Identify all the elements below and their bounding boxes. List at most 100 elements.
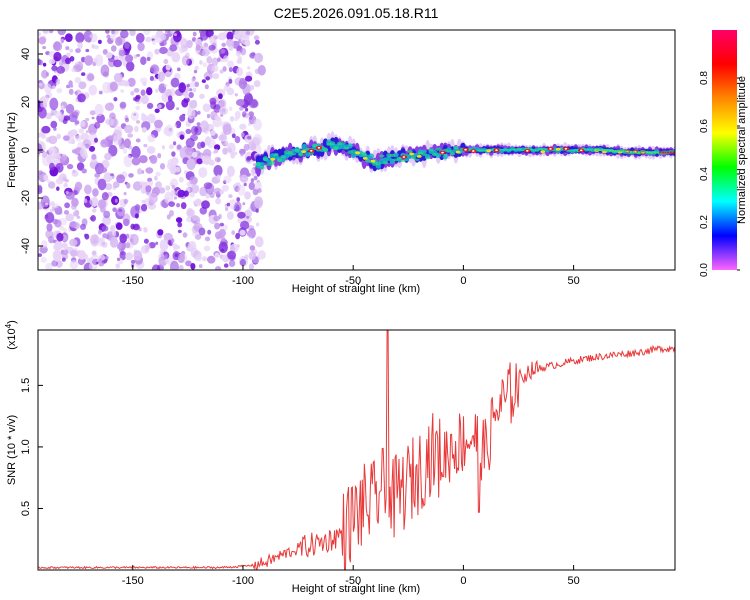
noise-blob: [139, 180, 144, 186]
noise-blob: [133, 88, 140, 93]
ridge-layer-blob: [421, 152, 427, 156]
noise-blob: [43, 174, 49, 181]
noise-blob: [237, 184, 246, 196]
noise-blob: [215, 266, 222, 270]
ridge-band-cell: [645, 151, 649, 154]
ridge-layer-blob: [343, 146, 350, 150]
noise-blob: [123, 138, 131, 149]
noise-blob: [180, 202, 187, 210]
noise-blob: [62, 176, 67, 181]
ridge-layer-blob: [389, 153, 396, 157]
noise-blob: [65, 46, 70, 51]
noise-blob: [177, 222, 183, 228]
noise-blob: [118, 208, 123, 213]
noise-blob: [71, 67, 76, 73]
noise-blob: [225, 39, 234, 47]
noise-blob: [214, 148, 219, 154]
noise-blob: [254, 39, 260, 45]
noise-blob: [247, 141, 257, 151]
noise-blob: [97, 178, 107, 191]
noise-blob: [80, 144, 86, 150]
noise-blob: [186, 207, 194, 218]
noise-blob: [147, 134, 156, 143]
noise-blob: [178, 45, 186, 54]
ridge-peak-spot: [416, 155, 422, 158]
noise-blob: [218, 134, 228, 142]
noise-blob: [98, 237, 105, 243]
noise-blob: [164, 84, 168, 88]
noise-blob: [45, 212, 55, 224]
noise-blob: [56, 186, 60, 191]
noise-blob: [143, 143, 148, 148]
noise-blob: [125, 117, 129, 123]
noise-blob: [106, 34, 111, 39]
noise-blob: [113, 181, 120, 189]
noise-blob: [75, 48, 81, 53]
noise-blob: [188, 82, 196, 88]
noise-blob: [154, 175, 158, 181]
noise-blob: [223, 55, 229, 63]
noise-blob: [212, 73, 220, 80]
noise-blob: [185, 137, 195, 148]
noise-blob: [198, 227, 206, 236]
noise-blob: [141, 199, 146, 204]
ridge-layer-blob: [537, 147, 544, 151]
noise-blob: [53, 127, 57, 131]
ridge-band-cell: [614, 150, 617, 152]
ridge-layer-blob: [276, 158, 283, 163]
noise-blob: [110, 173, 114, 177]
noise-blob: [60, 38, 65, 44]
noise-blob: [74, 120, 80, 125]
noise-blob: [85, 72, 95, 83]
noise-blob: [91, 250, 97, 256]
noise-blob: [253, 80, 261, 88]
ridge-layer-blob: [414, 158, 420, 161]
noise-blob: [116, 243, 122, 250]
noise-blob: [130, 111, 139, 121]
noise-blob: [188, 91, 194, 99]
noise-blob: [205, 194, 210, 199]
noise-blob: [215, 197, 222, 205]
noise-blob: [214, 144, 221, 151]
ridge-layer-blob: [435, 147, 441, 151]
noise-blob: [74, 77, 82, 84]
noise-blob: [227, 60, 234, 68]
ridge-peak-core: [526, 149, 529, 152]
noise-blob: [63, 227, 67, 233]
noise-blob: [178, 82, 186, 93]
noise-blob: [186, 83, 190, 88]
colorbar-label: Normalized spectral amplitude: [736, 76, 748, 224]
snr-x-label: Height of straight line (km): [292, 583, 420, 595]
noise-blob: [127, 133, 134, 138]
heatmap-y-label: Frequency (Hz): [6, 112, 18, 188]
noise-blob: [244, 191, 251, 200]
noise-blob: [202, 256, 208, 262]
noise-blob: [196, 122, 201, 126]
noise-blob: [94, 103, 104, 117]
ridge-layer-blob: [410, 156, 417, 160]
noise-blob: [100, 64, 110, 77]
noise-blob: [159, 163, 166, 170]
noise-blob: [207, 229, 212, 235]
noise-blob: [159, 46, 168, 55]
noise-blob: [141, 127, 147, 133]
colorbar-tick-label: 0.8: [699, 71, 710, 85]
noise-blob: [57, 30, 67, 36]
noise-blob: [41, 151, 48, 158]
noise-blob: [45, 202, 49, 206]
noise-blob: [213, 215, 221, 222]
noise-blob: [245, 107, 249, 112]
noise-blob: [199, 60, 203, 65]
noise-blob: [252, 255, 260, 264]
noise-blob: [171, 52, 181, 63]
noise-blob: [192, 215, 198, 221]
noise-blob: [117, 81, 123, 87]
noise-blob: [112, 230, 117, 237]
noise-blob: [115, 222, 123, 230]
noise-blob: [123, 154, 133, 168]
noise-blob: [98, 229, 102, 234]
noise-blob: [221, 42, 226, 47]
noise-blob: [133, 250, 143, 261]
noise-blob: [143, 30, 151, 36]
